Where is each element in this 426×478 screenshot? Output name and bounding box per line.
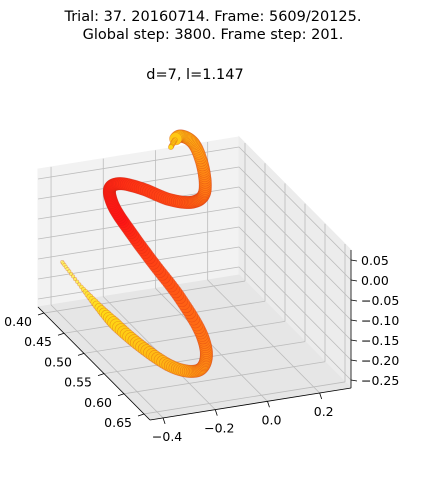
trajectory-series <box>60 129 213 378</box>
y-tick-label: 0.0 <box>262 412 282 427</box>
z-tick-label: −0.20 <box>361 353 399 368</box>
trajectory-point <box>75 279 80 284</box>
gridline-z <box>238 206 352 321</box>
x-tick-mark <box>77 353 85 356</box>
x-axis-ticks: 0.40 0.45 0.50 0.55 0.60 0.65 <box>4 312 145 430</box>
z-tick-label: −0.05 <box>361 293 399 308</box>
chart-title-line-2: Global step: 3800. Frame step: 201. <box>83 27 344 43</box>
gridline-z <box>238 186 352 301</box>
y-tick-mark <box>214 409 218 416</box>
gridline-z <box>238 226 352 341</box>
trajectory-point <box>71 274 76 279</box>
trajectory-point <box>67 269 72 274</box>
x-axis-line <box>37 306 151 421</box>
x-tick-label: 0.55 <box>64 375 92 390</box>
z-tick-label: −0.10 <box>361 313 399 328</box>
y-axis-ticks: −0.4 −0.2 0.0 0.2 <box>152 392 334 444</box>
gridline-x <box>83 321 286 354</box>
gridline-y <box>207 279 320 394</box>
x-tick-mark <box>97 373 105 376</box>
z-tick-label: −0.25 <box>361 373 399 388</box>
chart-title-line-1: Trial: 37. 20160714. Frame: 5609/20125. <box>63 9 361 25</box>
y-tick-mark <box>319 392 323 400</box>
z-tick-mark <box>350 299 358 302</box>
x-tick-mark <box>57 332 65 336</box>
z-tick-mark <box>350 319 358 322</box>
plot-3d-axes: 0.400.450.500.550.600.65 −0.4−0.20.00.2 … <box>4 129 399 444</box>
gridline-z <box>238 246 352 361</box>
gridline-x <box>43 280 246 314</box>
z-tick-mark <box>350 259 358 262</box>
z-axis-ticks: 0.05 0.00 −0.05 −0.10 −0.15 −0.20 −0.25 <box>350 253 399 388</box>
trajectory-point <box>73 277 78 282</box>
gridline-y <box>50 304 164 419</box>
x-tick-label: 0.65 <box>104 415 132 430</box>
trajectory-point <box>77 282 82 287</box>
x-tick-label: 0.60 <box>84 395 112 410</box>
gridline-z <box>238 166 352 281</box>
x-tick-label: 0.40 <box>4 314 32 329</box>
gridline-z <box>238 146 352 261</box>
z-tick-label: 0.00 <box>361 273 389 288</box>
x-tick-mark <box>137 413 145 417</box>
y-tick-mark <box>267 401 270 408</box>
gridline-x <box>63 300 266 334</box>
z-tick-mark <box>350 339 358 342</box>
y-tick-mark <box>162 417 166 425</box>
z-tick-mark <box>350 279 358 282</box>
z-tick-mark <box>350 379 358 382</box>
chart-subtitle: d=7, l=1.147 <box>146 67 244 83</box>
axis-lines <box>37 250 352 421</box>
gridline-z <box>238 266 352 381</box>
y-tick-label: 0.2 <box>314 404 334 419</box>
trajectory-point <box>168 144 174 150</box>
y-tick-label: −0.4 <box>152 429 182 444</box>
gridline-z <box>37 266 240 300</box>
gridline-z <box>37 146 240 180</box>
z-tick-label: −0.15 <box>361 333 399 348</box>
gridline-z <box>37 206 240 240</box>
x-tick-mark <box>37 312 45 316</box>
x-tick-label: 0.50 <box>44 354 72 369</box>
z-tick-label: 0.05 <box>361 253 389 268</box>
x-tick-mark <box>117 393 125 397</box>
gridline-x <box>143 381 346 415</box>
y-tick-label: −0.2 <box>204 421 234 436</box>
trajectory-point <box>69 271 74 276</box>
y-axis-line <box>149 387 352 421</box>
x-tick-label: 0.45 <box>24 334 52 349</box>
gridline-x <box>123 361 326 395</box>
z-tick-mark <box>350 359 358 362</box>
